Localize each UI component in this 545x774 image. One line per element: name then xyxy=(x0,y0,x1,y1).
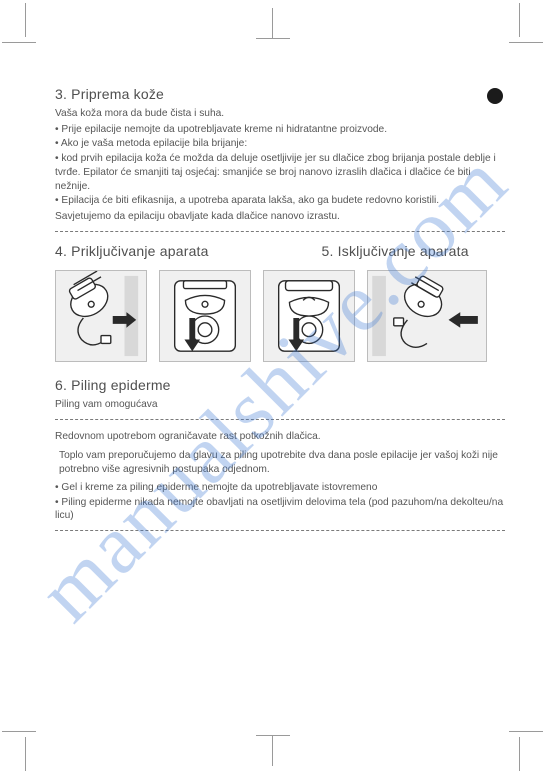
bullet-item: • Epilacija će biti efikasnija, a upotre… xyxy=(55,194,505,208)
figure-row xyxy=(55,270,505,362)
cropmark xyxy=(509,731,543,732)
section-6-bullets: • Gel i kreme za piling epiderme nemojte… xyxy=(55,481,505,523)
bullet-item: • Ako je vaša metoda epilacije bila brij… xyxy=(55,137,505,151)
cropmark xyxy=(2,731,36,732)
divider xyxy=(55,419,505,420)
section-6-note: Redovnom upotrebom ograničavate rast pot… xyxy=(55,430,505,444)
section-5-title: 5. Isključivanje aparata xyxy=(322,242,506,261)
cropmark xyxy=(256,38,290,39)
page: 3. Priprema kože Vaša koža mora da bude … xyxy=(0,0,545,774)
divider xyxy=(55,231,505,232)
section-6-intro: Piling vam omogućava xyxy=(55,398,505,412)
section-3-intro: Vaša koža mora da bude čista i suha. xyxy=(55,107,505,121)
cropmark xyxy=(272,736,273,766)
cropmark xyxy=(519,3,520,37)
bullet-item: • Piling epiderme nikada nemojte obavlja… xyxy=(55,496,505,524)
cropmark xyxy=(509,42,543,43)
cropmark xyxy=(256,735,290,736)
figure-unplug-device xyxy=(367,270,487,362)
figure-base-press-down-2 xyxy=(263,270,355,362)
section-6-para: Toplo vam preporučujemo da glavu za pili… xyxy=(59,449,505,477)
bullet-item: • Prije epilacije nemojte da upotrebljav… xyxy=(55,123,505,137)
section-3-note: Savjetujemo da epilaciju obavljate kada … xyxy=(55,210,505,224)
section-6-title: 6. Piling epiderme xyxy=(55,376,505,395)
cropmark xyxy=(25,3,26,37)
divider xyxy=(55,530,505,531)
figure-plug-device xyxy=(55,270,147,362)
figure-base-press-down xyxy=(159,270,251,362)
section-4-title: 4. Priključivanje aparata xyxy=(55,242,312,261)
section-3-bullets: • Prije epilacije nemojte da upotrebljav… xyxy=(55,123,505,209)
cropmark xyxy=(272,8,273,38)
bullet-item: • kod prvih epilacija koža će možda da d… xyxy=(55,152,505,193)
bullet-item: • Gel i kreme za piling epiderme nemojte… xyxy=(55,481,505,495)
content-area: 3. Priprema kože Vaša koža mora da bude … xyxy=(55,85,505,719)
cropmark xyxy=(2,42,36,43)
section-3-title: 3. Priprema kože xyxy=(55,85,505,104)
cropmark xyxy=(25,737,26,771)
section-4-5-titles: 4. Priključivanje aparata 5. Isključivan… xyxy=(55,242,505,264)
cropmark xyxy=(519,737,520,771)
